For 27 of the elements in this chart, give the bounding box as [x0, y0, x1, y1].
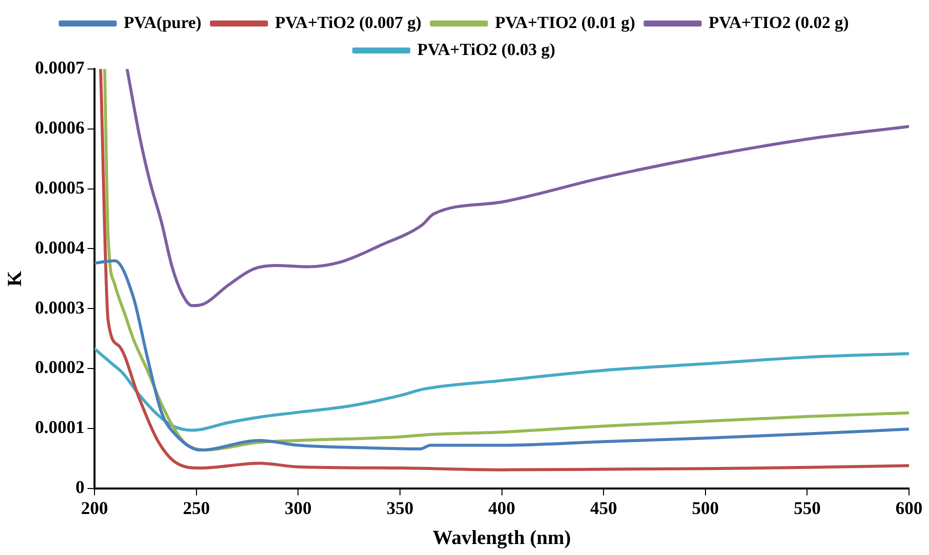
y-tick-label: 0.0007	[35, 58, 84, 78]
x-tick-label: 350	[386, 498, 414, 518]
x-tick-label: 300	[284, 498, 312, 518]
line-series	[126, 69, 909, 308]
x-tick-label: 600	[896, 498, 922, 518]
y-tick-label: 0.0006	[35, 118, 84, 138]
legend-label: PVA+TiO2 (0.007 g)	[274, 12, 422, 32]
y-tick-label: 0.0002	[35, 357, 84, 378]
x-tick-label: 550	[794, 498, 821, 518]
line-series	[94, 259, 909, 452]
y-axis-title: K	[4, 270, 26, 286]
y-tick-label: 0.0004	[35, 237, 84, 258]
legend-label: PVA(pure)	[124, 12, 202, 32]
x-tick-label: 450	[590, 498, 618, 518]
legend-label: PVA+TIO2 (0.01 g)	[494, 12, 636, 32]
x-tick-label: 200	[81, 498, 108, 518]
y-tick-label: 0.0001	[35, 417, 84, 438]
x-tick-label: 500	[692, 498, 719, 518]
legend-label: PVA+TIO2 (0.02 g)	[708, 12, 849, 32]
line-series	[94, 347, 909, 432]
x-axis-title: Wavlength (nm)	[432, 527, 571, 550]
y-tick-label: 0.0005	[35, 177, 84, 198]
y-tick-label: 0.0003	[35, 297, 84, 318]
x-tick-label: 250	[182, 498, 210, 518]
x-tick-label: 400	[488, 498, 516, 518]
legend-label: PVA+TiO2 (0.03 g)	[417, 40, 556, 59]
y-tick-label: 0	[76, 477, 84, 498]
